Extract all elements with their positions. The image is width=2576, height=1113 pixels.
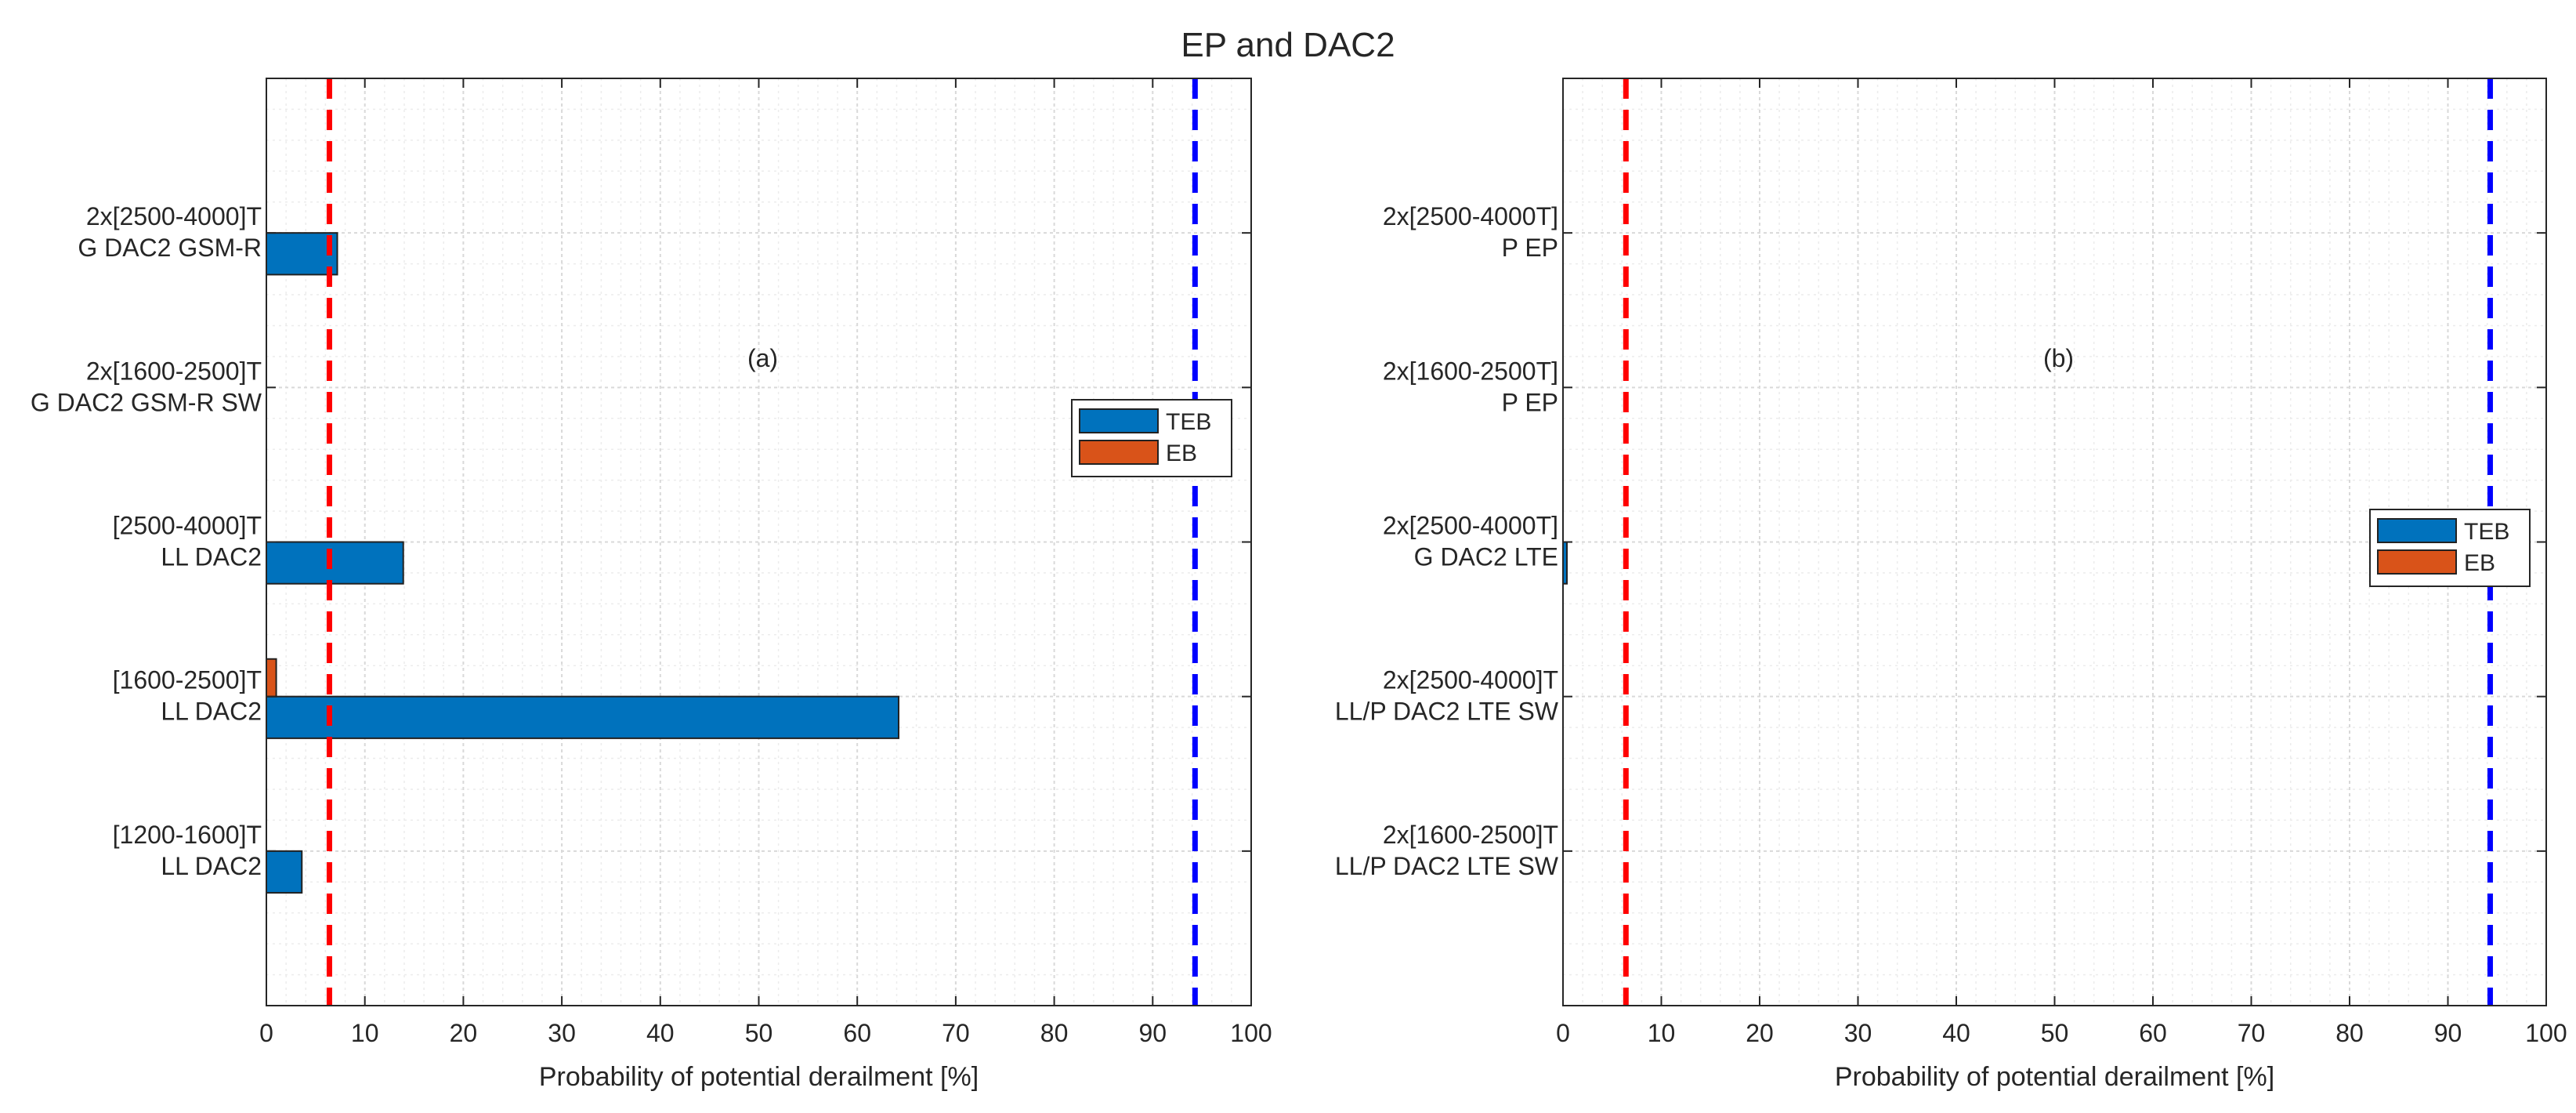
y-tick-label-line1: 2x[2500-4000T]: [1383, 202, 1558, 230]
y-tick-label-line2: G DAC2 LTE: [1414, 543, 1558, 571]
x-tick-label: 70: [942, 1019, 970, 1047]
x-tick-label: 80: [1040, 1019, 1069, 1047]
x-tick-label: 80: [2335, 1019, 2364, 1047]
bar-teb: [266, 541, 404, 585]
panel-label: (b): [2043, 344, 2074, 372]
x-tick-label: 60: [2139, 1019, 2167, 1047]
x-tick-label: 20: [1746, 1019, 1774, 1047]
x-tick-label: 70: [2238, 1019, 2266, 1047]
bar-teb: [266, 850, 303, 894]
x-tick-label: 40: [646, 1019, 675, 1047]
chart-panel-a: 0 10 20 30 40 50 60 70 80 90 100 2x[2500-4000]T G DA…: [31, 78, 1272, 1092]
x-tick-label: 30: [548, 1019, 576, 1047]
x-axis-label: Probability of potential derailment [%]: [539, 1062, 979, 1092]
y-tick-label-line2: P EP: [1502, 234, 1558, 262]
x-tick-label: 100: [2525, 1019, 2567, 1047]
major-grid: [1563, 78, 2546, 1006]
x-tick-label: 10: [1648, 1019, 1676, 1047]
x-tick-label: 0: [259, 1019, 273, 1047]
x-tick-label: 20: [450, 1019, 478, 1047]
x-tick-label: 60: [843, 1019, 871, 1047]
legend-entry: TEB: [2464, 519, 2509, 545]
x-tick-label: 100: [1230, 1019, 1272, 1047]
y-tick-label-line1: 2x[1600-2500]T: [1383, 821, 1558, 849]
x-tick-label: 50: [2041, 1019, 2069, 1047]
y-tick-label-line2: G DAC2 GSM-R: [78, 234, 262, 262]
x-tick-label: 90: [2434, 1019, 2462, 1047]
x-tick-label: 40: [1942, 1019, 1970, 1047]
y-tick-label-line2: G DAC2 GSM-R SW: [31, 388, 262, 416]
bar-eb: [266, 658, 277, 698]
y-tick-label-line1: 2x[1600-2500]T: [86, 357, 262, 385]
legend-swatch: [2377, 549, 2457, 575]
y-tick-label-line1: [2500-4000]T: [113, 512, 262, 540]
x-tick-label: 50: [745, 1019, 773, 1047]
legend: TEB EB: [1071, 399, 1232, 477]
x-tick-label: 0: [1556, 1019, 1570, 1047]
y-tick-label-line1: 2x[2500-4000T]: [1383, 512, 1558, 540]
x-tick-label: 10: [351, 1019, 379, 1047]
legend: TEB EB: [2369, 509, 2531, 587]
x-tick-label: 90: [1139, 1019, 1167, 1047]
bar-teb: [266, 695, 899, 739]
x-tick-label: 30: [1844, 1019, 1872, 1047]
legend-entry: TEB: [1166, 409, 1211, 435]
chart-panel-b: 0 10 20 30 40 50 60 70 80 90 100 2x[2500-4000T] P EP…: [1335, 78, 2567, 1092]
y-tick-label-line2: LL DAC2: [161, 698, 262, 726]
y-tick-label-line2: LL DAC2: [161, 852, 262, 880]
x-axis-label: Probability of potential derailment [%]: [1835, 1062, 2274, 1092]
y-tick-label-line1: 2x[1600-2500T]: [1383, 357, 1558, 385]
figure-title: EP and DAC2: [1181, 26, 1395, 64]
y-tick-label-line1: [1200-1600]T: [113, 821, 262, 849]
y-tick-label-line2: LL/P DAC2 LTE SW: [1335, 852, 1559, 880]
y-tick-label-line2: LL/P DAC2 LTE SW: [1335, 698, 1559, 726]
y-tick-label-line1: 2x[2500-4000]T: [1383, 666, 1558, 694]
y-tick-label-line1: 2x[2500-4000]T: [86, 202, 262, 230]
legend-swatch: [2377, 518, 2457, 543]
panel-label: (a): [747, 344, 778, 372]
legend-entry: EB: [2464, 550, 2495, 576]
y-tick-label-line2: P EP: [1502, 388, 1558, 416]
bar-teb: [266, 232, 338, 276]
legend-swatch: [1079, 408, 1159, 433]
y-tick-label-line1: [1600-2500]T: [113, 666, 262, 694]
y-tick-label-line2: LL DAC2: [161, 543, 262, 571]
legend-entry: EB: [1166, 440, 1197, 466]
legend-swatch: [1079, 440, 1159, 465]
